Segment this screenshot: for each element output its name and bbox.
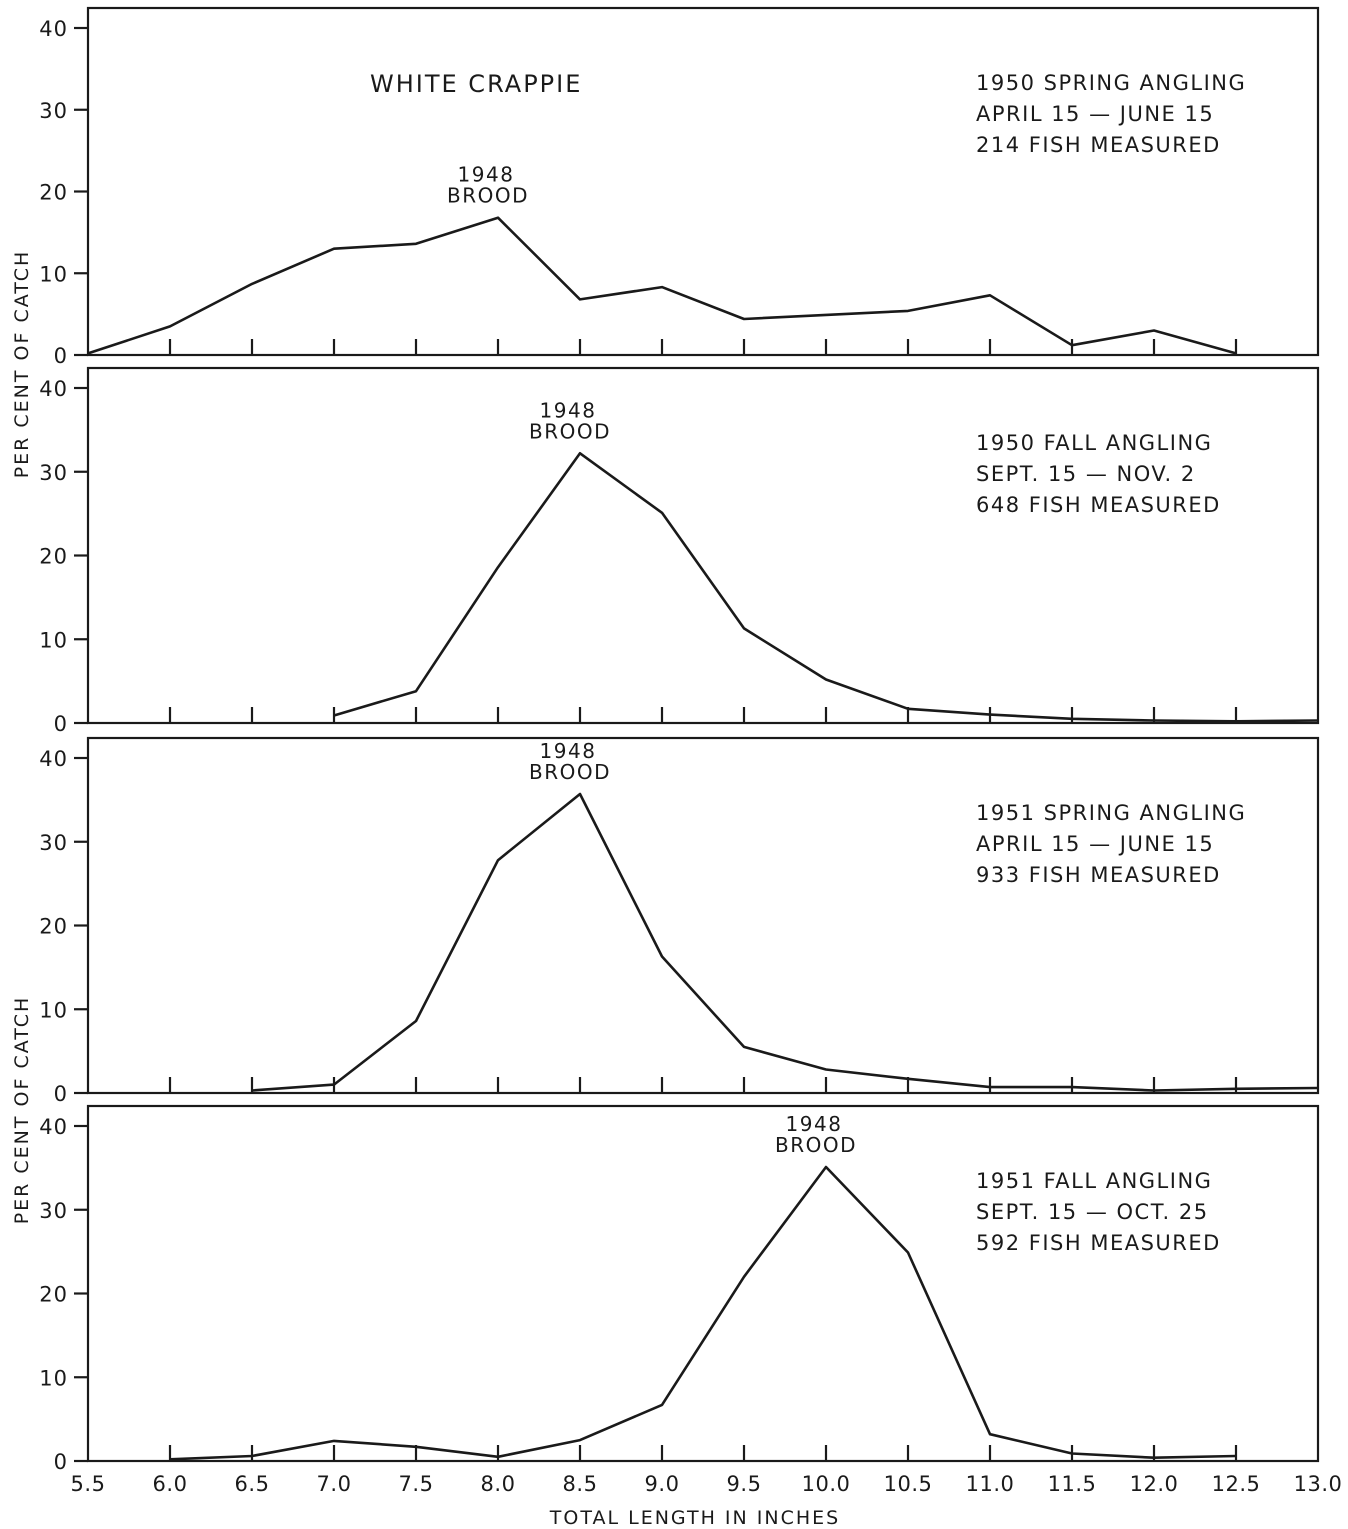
y-tick-label: 40 xyxy=(39,1115,68,1139)
x-tick-label: 9.0 xyxy=(645,1472,680,1496)
x-tick-label: 12.0 xyxy=(1130,1472,1179,1496)
y-tick-label: 40 xyxy=(39,747,68,771)
x-tick-label: 8.0 xyxy=(481,1472,516,1496)
info-line: 214 FISH MEASURED xyxy=(976,133,1221,157)
y-tick-label: 0 xyxy=(54,712,68,736)
y-tick-label: 0 xyxy=(54,344,68,368)
x-tick-label: 13.0 xyxy=(1294,1472,1343,1496)
info-line: 1950 FALL ANGLING xyxy=(976,431,1212,455)
x-tick-label: 7.5 xyxy=(399,1472,434,1496)
x-tick-label: 10.5 xyxy=(884,1472,933,1496)
y-tick-label: 40 xyxy=(39,377,68,401)
info-line: SEPT. 15 — NOV. 2 xyxy=(976,462,1196,486)
annotation-text: 1948 xyxy=(540,739,597,763)
annotation-text: BROOD xyxy=(775,1133,857,1157)
x-axis-label: TOTAL LENGTH IN INCHES xyxy=(549,1507,840,1529)
series-line xyxy=(333,451,1319,723)
x-tick-label: 12.5 xyxy=(1212,1472,1261,1496)
y-axis-label-lower: PER CENT OF CATCH xyxy=(11,996,33,1225)
y-tick-label: 20 xyxy=(39,545,68,569)
info-line: APRIL 15 — JUNE 15 xyxy=(976,832,1214,856)
y-tick-label: 40 xyxy=(39,17,68,41)
annotation-text: 1948 xyxy=(540,398,597,422)
x-tick-label: 5.5 xyxy=(71,1472,106,1496)
y-tick-label: 10 xyxy=(39,998,68,1022)
info-line: 1951 FALL ANGLING xyxy=(976,1169,1212,1193)
chart-title: WHITE CRAPPIE xyxy=(370,70,582,98)
plot-frame xyxy=(86,736,1320,1095)
y-tick-label: 10 xyxy=(39,1366,68,1390)
info-line: SEPT. 15 — OCT. 25 xyxy=(976,1200,1209,1224)
x-tick-label: 6.5 xyxy=(235,1472,270,1496)
x-tick-label: 8.5 xyxy=(563,1472,598,1496)
x-tick-label: 9.5 xyxy=(727,1472,762,1496)
y-tick-label: 0 xyxy=(54,1450,68,1474)
y-tick-label: 10 xyxy=(39,262,68,286)
annotation-text: BROOD xyxy=(529,419,611,443)
x-tick-label: 7.0 xyxy=(317,1472,352,1496)
info-line: 1950 SPRING ANGLING xyxy=(976,71,1246,95)
plot-frame xyxy=(86,366,1320,725)
annotation-text: BROOD xyxy=(529,760,611,784)
annotation-text: 1948 xyxy=(458,163,515,187)
plot-frame xyxy=(86,6,1320,357)
info-line: 1951 SPRING ANGLING xyxy=(976,801,1246,825)
y-tick-label: 20 xyxy=(39,915,68,939)
x-tick-label: 6.0 xyxy=(153,1472,188,1496)
info-line: APRIL 15 — JUNE 15 xyxy=(976,102,1214,126)
x-tick-label: 10.0 xyxy=(802,1472,851,1496)
annotation-text: BROOD xyxy=(447,184,529,208)
x-tick-label: 11.5 xyxy=(1048,1472,1097,1496)
series-line xyxy=(87,216,1237,355)
annotation-text: 1948 xyxy=(786,1112,843,1136)
series-line xyxy=(251,792,1319,1092)
x-tick-labels: 5.5 6.0 6.5 7.0 7.5 8.0 8.5 9.0 9.5 10.0 10.5 11.0 1… xyxy=(71,1472,1343,1496)
y-tick-label: 10 xyxy=(39,628,68,652)
info-line: 933 FISH MEASURED xyxy=(976,863,1221,887)
y-tick-label: 30 xyxy=(39,1199,68,1223)
x-tick-label: 11.0 xyxy=(966,1472,1015,1496)
y-tick-label: 30 xyxy=(39,831,68,855)
series-line xyxy=(169,1165,1237,1461)
y-tick-label: 0 xyxy=(54,1082,68,1106)
info-line: 648 FISH MEASURED xyxy=(976,493,1221,517)
y-axis-label-upper: PER CENT OF CATCH xyxy=(11,250,33,479)
y-tick-label: 30 xyxy=(39,461,68,485)
info-line: 592 FISH MEASURED xyxy=(976,1231,1221,1255)
plot-frame xyxy=(86,1104,1320,1463)
y-tick-label: 20 xyxy=(39,181,68,205)
y-tick-label: 30 xyxy=(39,99,68,123)
y-tick-label: 20 xyxy=(39,1283,68,1307)
